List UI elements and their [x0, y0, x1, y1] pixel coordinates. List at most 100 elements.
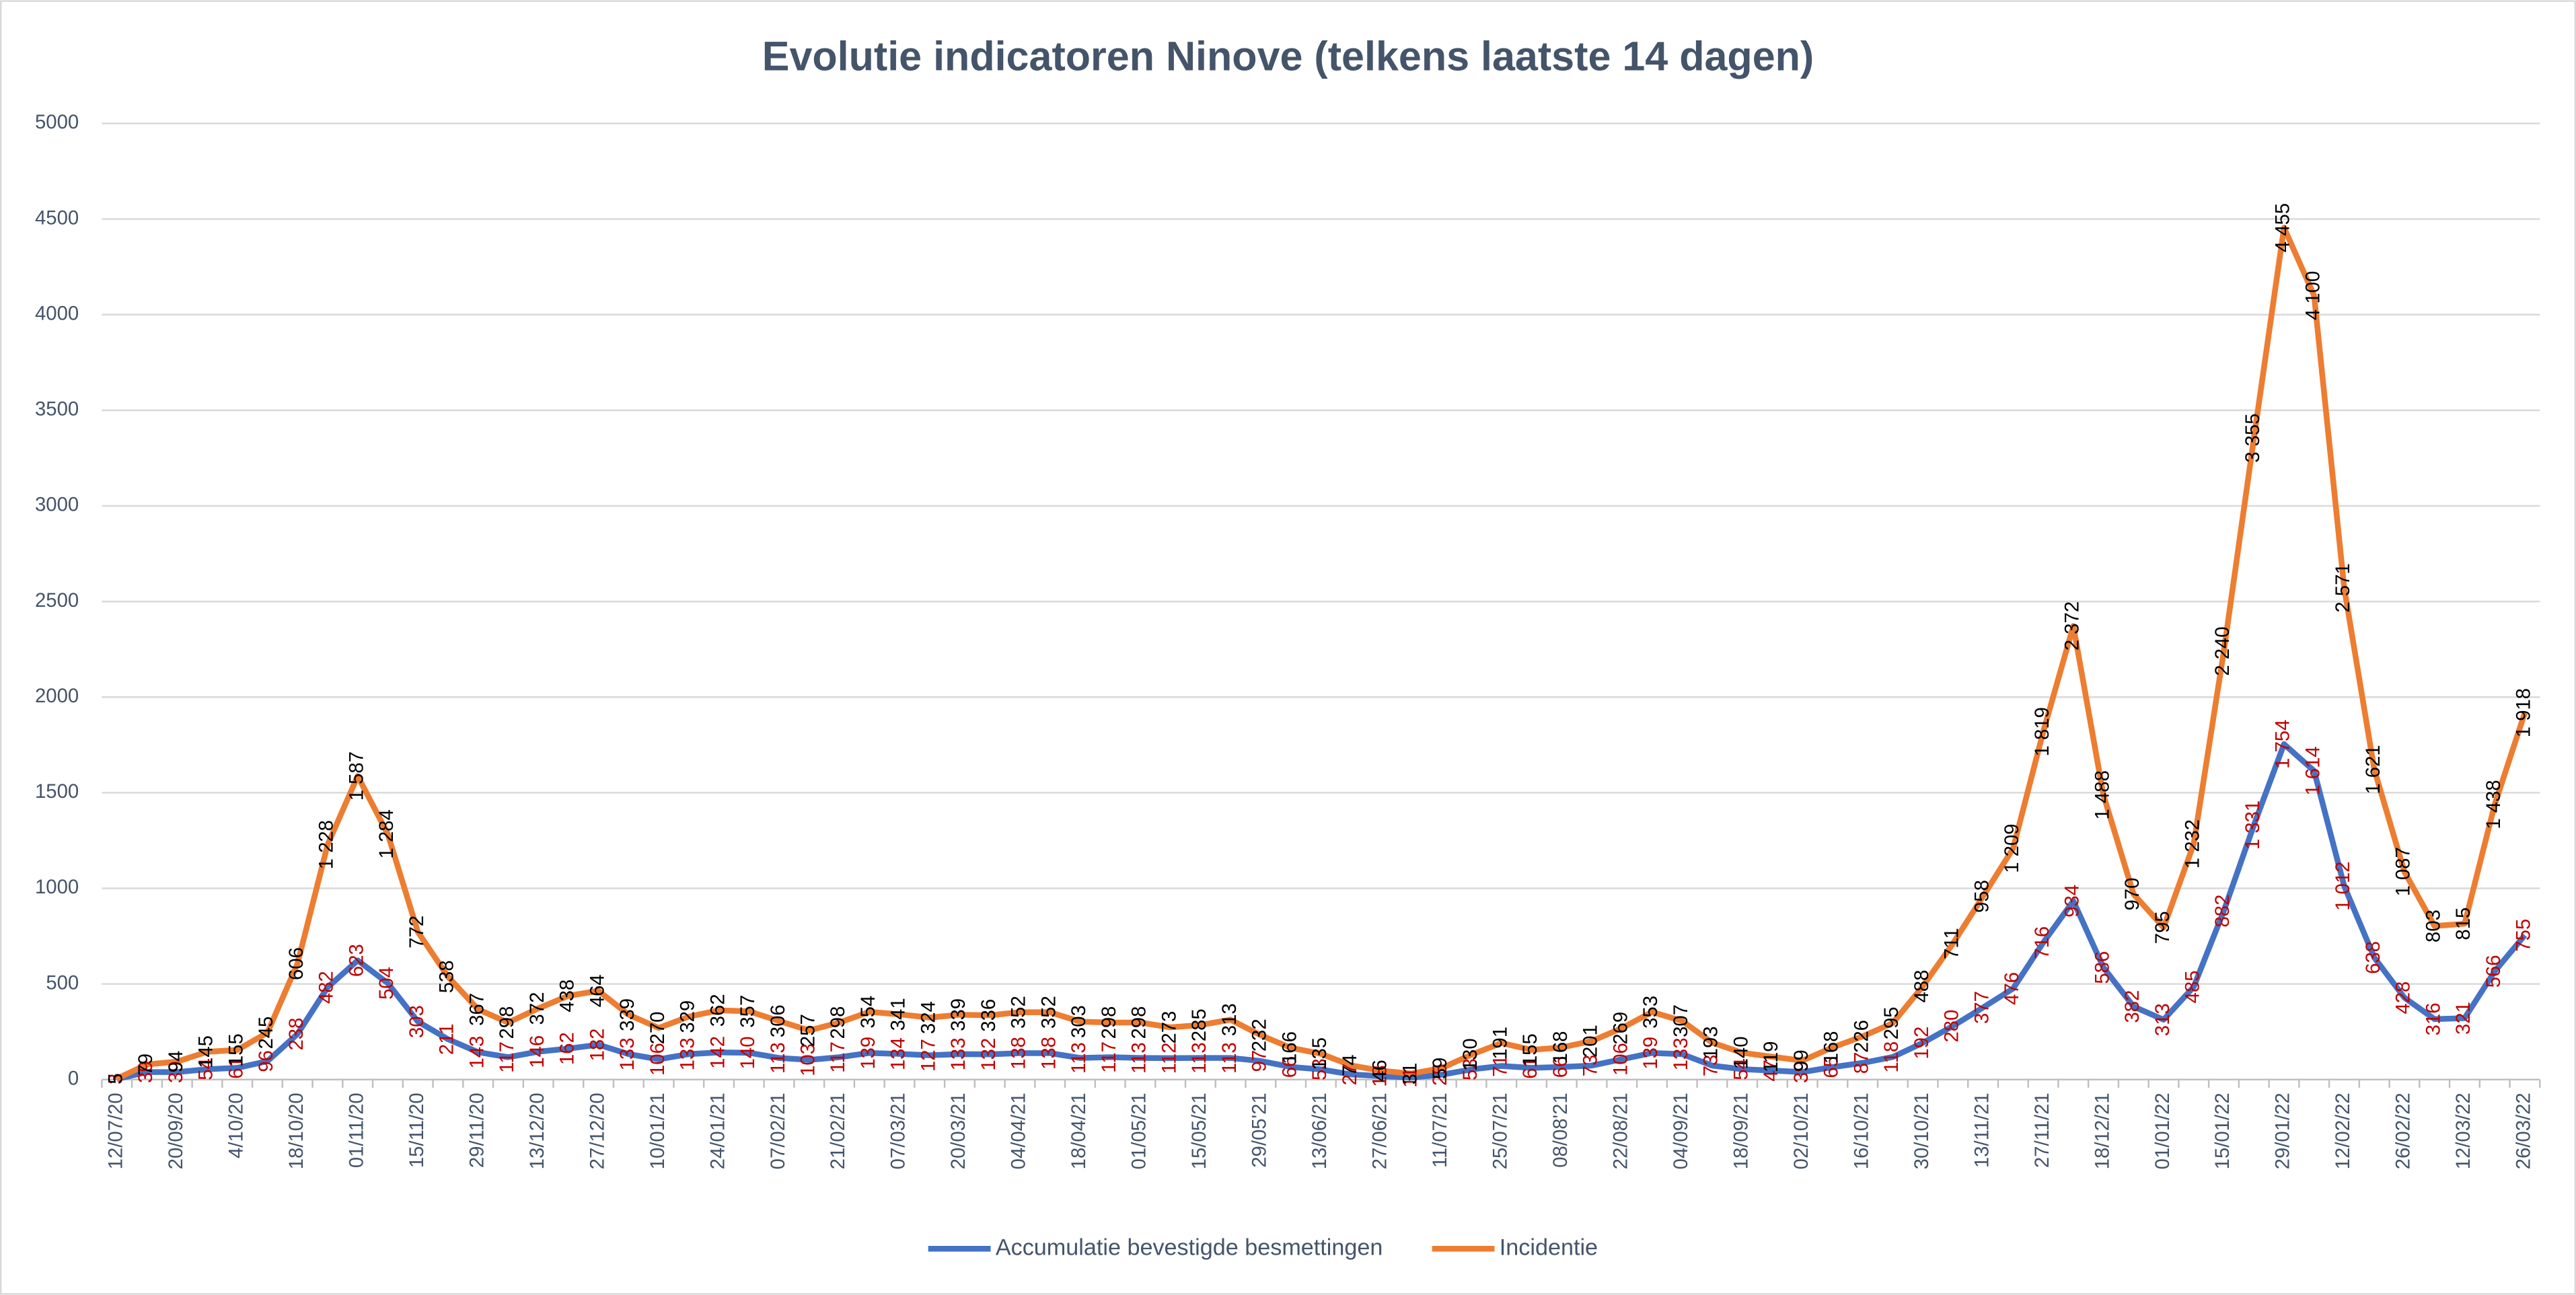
- data-label: 482: [316, 971, 338, 1004]
- data-label: 428: [2392, 982, 2415, 1014]
- data-label: 316: [2422, 1002, 2444, 1035]
- data-label: 353: [1640, 996, 1662, 1029]
- data-label: 882: [2211, 895, 2234, 928]
- data-label: 298: [827, 1006, 849, 1039]
- data-label: 815: [2452, 908, 2474, 940]
- y-tick-label: 500: [46, 971, 79, 994]
- data-label: 53: [1309, 1058, 1331, 1080]
- data-label: 113: [1128, 1042, 1150, 1074]
- data-label: 958: [1971, 880, 1993, 913]
- y-tick-label: 0: [68, 1067, 79, 1089]
- data-label: 59: [1429, 1058, 1451, 1080]
- data-label: 352: [1037, 996, 1060, 1029]
- data-label: 362: [706, 994, 729, 1027]
- data-label: 795: [2151, 911, 2174, 944]
- data-label: 140: [1730, 1036, 1752, 1069]
- data-label: 142: [706, 1036, 729, 1069]
- data-label: 1 819: [2031, 707, 2053, 756]
- x-tick-label: 29/11/20: [466, 1093, 488, 1168]
- data-label: 46: [1369, 1060, 1391, 1082]
- data-label: 87: [1850, 1052, 1872, 1074]
- data-label: 133: [677, 1037, 699, 1070]
- data-label: 232: [1249, 1019, 1271, 1051]
- data-label: 53: [1459, 1058, 1481, 1080]
- x-tick-label: 13/06/21: [1309, 1093, 1331, 1169]
- data-label: 31: [1399, 1063, 1421, 1085]
- data-label: 488: [1911, 970, 1933, 1003]
- x-tick-label: 24/01/21: [706, 1093, 729, 1169]
- data-label: 25: [1429, 1064, 1451, 1086]
- data-label: 803: [2422, 910, 2444, 942]
- legend-label: Incidentie: [1500, 1234, 1598, 1260]
- data-label: 113: [1188, 1042, 1210, 1074]
- data-label: 5: [105, 1073, 127, 1084]
- data-label: 139: [1640, 1037, 1662, 1070]
- data-label: 273: [1158, 1011, 1180, 1044]
- data-label: 504: [375, 967, 398, 1000]
- x-tick-label: 12/07/20: [105, 1093, 127, 1169]
- data-label: 638: [2362, 941, 2384, 974]
- data-label: 329: [677, 1000, 699, 1033]
- x-tick-label: 15/11/20: [406, 1093, 428, 1168]
- data-label: 1 228: [316, 820, 338, 869]
- data-label: 139: [857, 1037, 879, 1070]
- data-label: 1 012: [2332, 861, 2354, 910]
- x-tick-label: 4/10/20: [225, 1093, 247, 1158]
- data-label: 201: [1580, 1025, 1602, 1058]
- data-label: 336: [978, 999, 1000, 1032]
- data-label: 1 918: [2513, 688, 2535, 737]
- data-label: 339: [947, 998, 969, 1031]
- data-label: 1 331: [2242, 801, 2264, 850]
- data-label: 934: [2061, 885, 2084, 918]
- data-label: 1 614: [2302, 746, 2324, 795]
- data-label: 280: [1941, 1010, 1963, 1043]
- x-tick-label: 02/10/21: [1790, 1093, 1812, 1169]
- data-label: 54: [1730, 1058, 1752, 1080]
- y-tick-label: 2000: [35, 685, 79, 707]
- data-label: 1 209: [2001, 823, 2023, 873]
- data-label: 2 240: [2211, 626, 2234, 675]
- data-label: 145: [195, 1035, 217, 1068]
- x-tick-label: 04/04/21: [1008, 1093, 1030, 1169]
- data-label: 4 100: [2302, 271, 2324, 320]
- data-label: 73: [1580, 1055, 1602, 1077]
- y-tick-label: 1000: [35, 876, 79, 898]
- x-tick-label: 20/03/21: [947, 1093, 969, 1169]
- y-tick-label: 3500: [35, 398, 79, 420]
- data-label: 66: [1278, 1056, 1300, 1078]
- x-tick-label: 04/09/21: [1670, 1093, 1692, 1169]
- x-tick-label: 22/08/21: [1609, 1093, 1631, 1169]
- data-label: 54: [195, 1058, 217, 1080]
- data-label: 146: [526, 1035, 548, 1068]
- x-tick-label: 12/02/22: [2332, 1093, 2354, 1169]
- data-label: 298: [1098, 1006, 1120, 1039]
- x-tick-label: 15/01/22: [2211, 1093, 2234, 1169]
- data-label: 97: [1249, 1050, 1271, 1072]
- data-label: 382: [2121, 990, 2143, 1023]
- data-label: 133: [616, 1037, 638, 1070]
- data-label: 357: [737, 995, 759, 1028]
- data-label: 193: [1700, 1026, 1722, 1059]
- data-label: 438: [556, 979, 579, 1012]
- data-label: 135: [1309, 1037, 1331, 1070]
- data-label: 140: [737, 1036, 759, 1069]
- data-label: 71: [1489, 1055, 1512, 1077]
- data-label: 566: [2482, 955, 2505, 988]
- data-label: 711: [1941, 928, 1963, 959]
- x-tick-label: 13/11/21: [1971, 1093, 1993, 1168]
- data-label: 113: [767, 1042, 789, 1074]
- data-label: 306: [767, 1004, 789, 1037]
- x-tick-label: 18/10/20: [285, 1093, 307, 1169]
- y-tick-label: 1500: [35, 780, 79, 803]
- x-tick-label: 01/11/20: [345, 1093, 367, 1168]
- y-tick-label: 4500: [35, 207, 79, 229]
- x-tick-label: 29/05'21: [1249, 1093, 1271, 1168]
- data-label: 1 232: [2182, 819, 2204, 868]
- data-label: 3: [105, 1074, 127, 1084]
- x-tick-label: 07/02/21: [767, 1093, 789, 1169]
- data-label: 132: [978, 1038, 1000, 1071]
- data-label: 133: [947, 1037, 969, 1070]
- x-tick-label: 11/07/21: [1429, 1093, 1451, 1168]
- data-label: 39: [135, 1061, 157, 1083]
